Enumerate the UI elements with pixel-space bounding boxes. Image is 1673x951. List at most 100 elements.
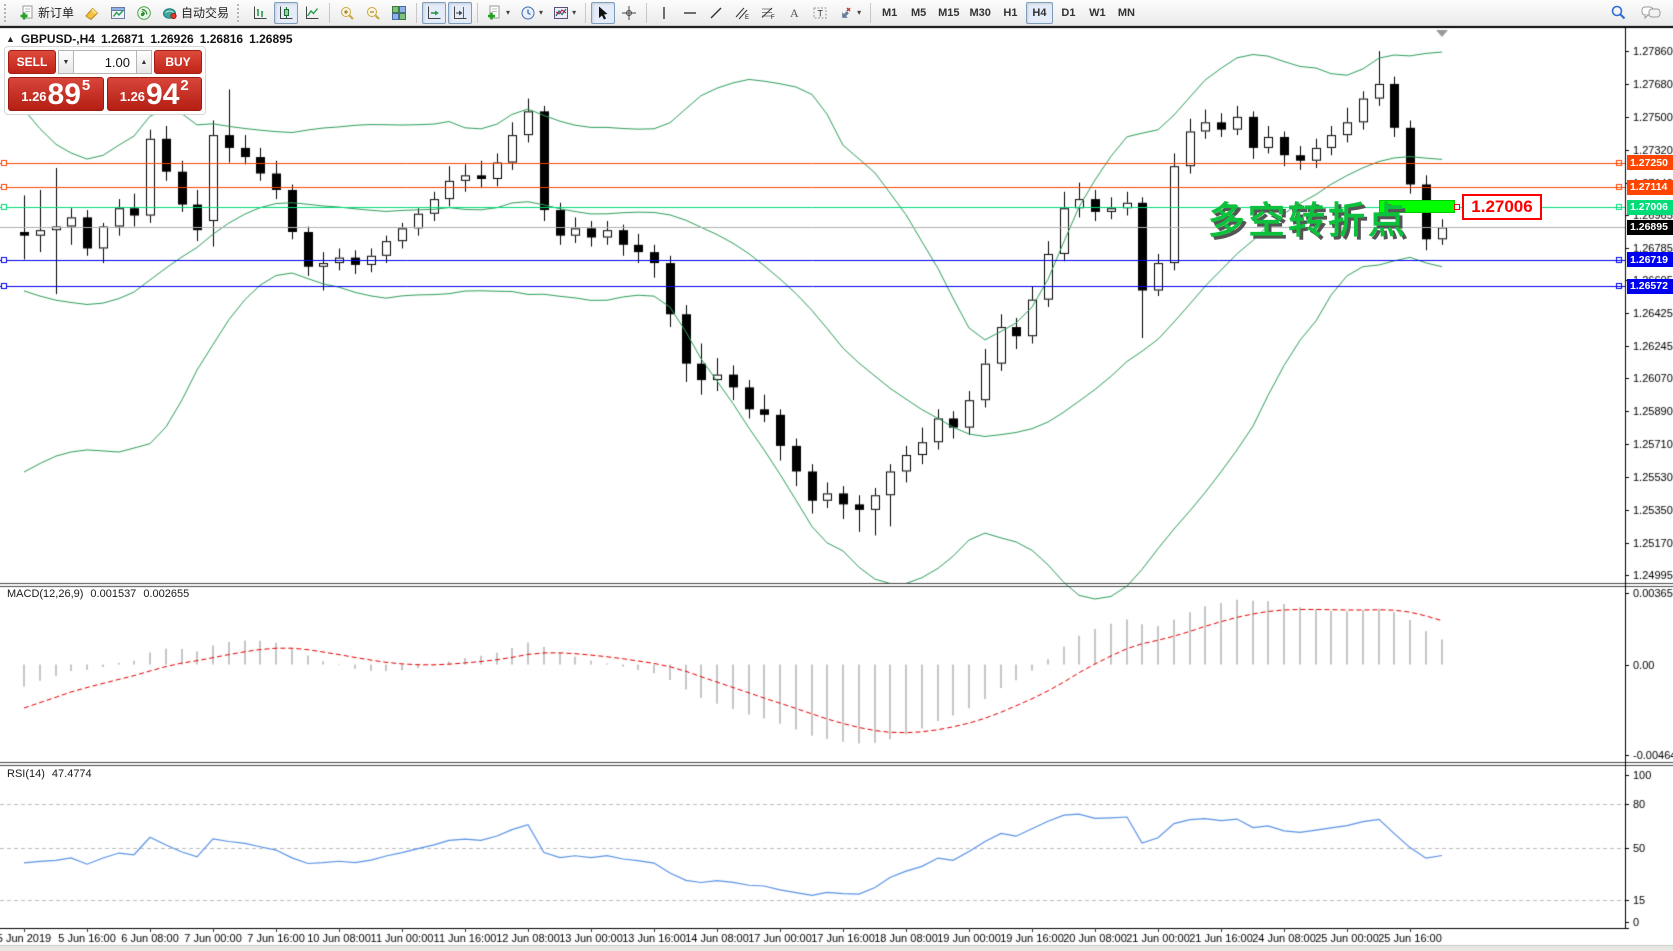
crosshair-button[interactable] [617,2,641,24]
line-chart-icon [304,5,320,21]
metaeditor-button[interactable] [80,2,104,24]
tile-windows-button[interactable] [387,2,411,24]
macd-value: 0.001537 [90,588,137,600]
svg-text:A: A [790,6,799,20]
chart-shift-button[interactable] [448,1,473,24]
new-order-button[interactable]: 新订单 [15,2,78,24]
volume-decrease-button[interactable]: ▼ [58,50,74,74]
indicators-button[interactable]: ▾ [483,2,514,24]
zoom-in-icon [339,5,355,21]
indicators-icon [487,5,503,21]
sell-button[interactable]: SELL [8,50,56,74]
price-callout-label[interactable]: 1.27006 [1462,194,1542,220]
vertical-line-button[interactable] [652,2,676,24]
buy-button[interactable]: BUY [154,50,202,74]
buy-price-big: 94 [146,78,180,111]
toolbar-grip [4,3,11,22]
chat-button[interactable] [1637,2,1665,24]
auto-scroll-button[interactable] [422,1,447,24]
search-button[interactable] [1606,2,1631,24]
rsi-header: RSI(14) 47.4774 [7,768,92,780]
tf-mn-button[interactable]: MN [1113,2,1140,24]
buy-price-prefix: 1.26 [119,89,146,104]
zoom-out-button[interactable] [361,2,385,24]
high-value: 1.26926 [150,32,194,46]
tf-m30-button[interactable]: M30 [966,2,995,24]
vertical-line-icon [656,5,672,21]
tf-w1-button[interactable]: W1 [1084,2,1111,24]
toolbar-separator [477,2,479,23]
volume-stepper: ▼ ▲ [58,50,152,74]
market-depth-button[interactable] [106,2,130,24]
low-value: 1.26816 [199,32,244,46]
volume-increase-button[interactable]: ▲ [136,50,152,74]
symbol-period-label: GBPUSD-,H4 [20,32,95,46]
chart-title: ▲ GBPUSD-,H4 1.26871 1.26926 1.26816 1.2… [6,32,293,46]
tf-m1-button[interactable]: M1 [876,2,903,24]
autotrading-icon [162,5,178,21]
text-label-button[interactable]: T [808,2,832,24]
clock-icon [520,5,536,21]
sell-price-big: 89 [47,78,81,111]
caret-down-icon: ▾ [857,7,862,17]
price-flag-1.26572: 1.26572 [1627,278,1673,294]
main-toolbar: 新订单 自动交易 ▾ ▾ ▾ E F A T ▾ [0,0,1673,26]
text-button[interactable]: A [782,2,806,24]
signal-icon [136,5,152,21]
buy-price-button[interactable]: 1.26 94 2 [106,77,202,111]
periods-button[interactable]: ▾ [516,2,547,24]
tf-d1-button[interactable]: D1 [1055,2,1082,24]
annotation-text[interactable]: 多空转折点 [1208,200,1408,241]
text-icon: A [786,5,802,21]
template-icon [553,5,569,21]
svg-text:E: E [745,15,749,21]
price-flag-1.27006: 1.27006 [1627,199,1673,215]
price-flag-1.26719: 1.26719 [1627,252,1673,268]
bar-chart-icon [252,5,268,21]
tf-h1-button[interactable]: H1 [997,2,1024,24]
rsi-value: 47.4774 [51,768,92,780]
templates-button[interactable]: ▾ [549,2,580,24]
crosshair-icon [621,5,637,21]
toolbar-separator [416,2,418,23]
metaeditor-icon [84,5,100,21]
line-chart-type-button[interactable] [300,2,324,24]
auto-scroll-icon [426,5,442,21]
horizontal-line-icon [682,5,698,21]
cursor-button[interactable] [591,1,616,24]
trendline-icon [708,5,724,21]
candlestick-type-button[interactable] [274,1,299,24]
tf-m5-button[interactable]: M5 [905,2,932,24]
equidistant-channel-button[interactable]: E [730,2,754,24]
macd-header: MACD(12,26,9) 0.001537 0.002655 [7,588,189,600]
autotrading-button[interactable]: 自动交易 [158,2,233,24]
fibonacci-button[interactable]: F [756,2,780,24]
signals-button[interactable] [132,2,156,24]
tf-h4-button[interactable]: H4 [1025,1,1053,24]
caret-down-icon: ▾ [506,7,511,17]
horizontal-line-button[interactable] [678,2,702,24]
trendline-button[interactable] [704,2,728,24]
volume-input[interactable] [74,50,136,74]
collapse-arrow-icon[interactable]: ▲ [6,34,15,44]
bar-chart-type-button[interactable] [248,2,272,24]
close-value: 1.26895 [249,32,293,46]
zoom-in-button[interactable] [335,2,359,24]
price-flag-1.27250: 1.27250 [1627,155,1673,171]
new-order-icon [19,5,35,21]
arrows-button[interactable]: ▾ [834,2,865,24]
search-icon [1610,4,1627,21]
cursor-icon [595,5,611,21]
channel-icon: E [734,5,750,21]
sell-price-button[interactable]: 1.26 89 5 [8,77,104,111]
sell-price-sup: 5 [81,77,91,94]
arrows-icon [838,5,854,21]
rsi-name: RSI(14) [7,768,45,780]
macd-name: MACD(12,26,9) [7,588,84,600]
autotrading-label: 自动交易 [181,6,230,20]
tf-m15-button[interactable]: M15 [934,2,963,24]
candlestick-icon [278,5,294,21]
